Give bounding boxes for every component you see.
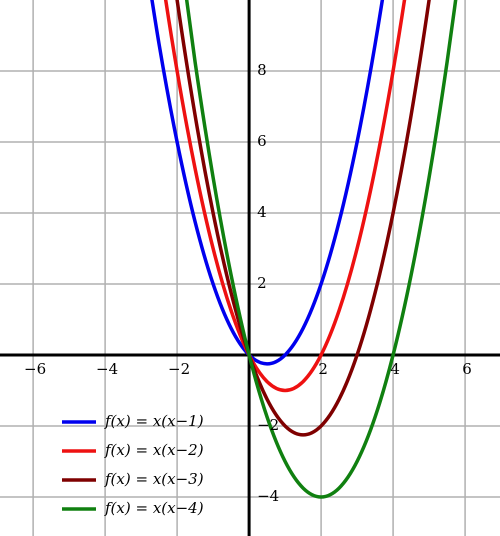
curve xyxy=(175,0,431,437)
y-tick-label: −4 xyxy=(257,487,279,505)
y-tick-label: 2 xyxy=(257,274,267,292)
x-tick-label: 2 xyxy=(318,360,328,378)
curve xyxy=(184,0,458,499)
y-tick-label: 6 xyxy=(257,132,267,150)
y-tick-label: 4 xyxy=(257,203,267,221)
curves xyxy=(150,0,458,499)
x-tick-label: −6 xyxy=(24,360,46,378)
tick-labels: −6 −4 −2 2 4 6 −4 −2 2 4 6 8 xyxy=(24,61,472,505)
y-tick-label: 8 xyxy=(257,61,267,79)
x-tick-label: 4 xyxy=(390,360,400,378)
y-tick-label: −2 xyxy=(257,416,279,434)
legend-label: f(x) = x(x−4) xyxy=(104,499,204,517)
curve xyxy=(150,0,385,366)
legend-label: f(x) = x(x−3) xyxy=(104,470,204,488)
x-tick-label: 6 xyxy=(462,360,472,378)
legend: f(x) = x(x−1) f(x) = x(x−2) f(x) = x(x−3) f… xyxy=(62,412,204,517)
legend-label: f(x) = x(x−1) xyxy=(104,412,204,430)
legend-label: f(x) = x(x−2) xyxy=(104,441,204,459)
x-tick-label: −2 xyxy=(168,360,190,378)
x-tick-label: −4 xyxy=(96,360,118,378)
curve xyxy=(163,0,407,393)
